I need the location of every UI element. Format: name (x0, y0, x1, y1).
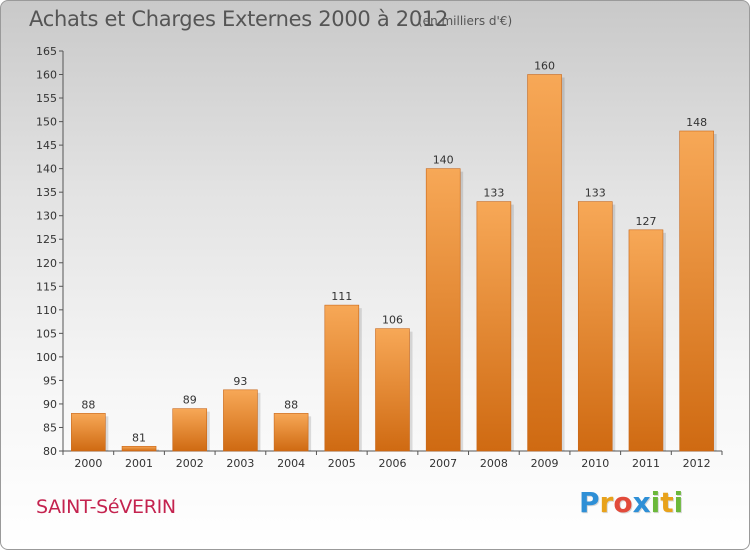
x-tick-label: 2008 (480, 457, 508, 470)
x-tick-label: 2004 (277, 457, 305, 470)
bar (324, 304, 360, 452)
y-tick-label: 145 (36, 139, 57, 152)
bar (628, 229, 664, 452)
bar-value-label: 81 (132, 431, 146, 444)
y-tick-label: 135 (36, 186, 57, 199)
commune-name: SAINT-SéVERIN (36, 496, 176, 518)
bar (577, 201, 613, 452)
bar-value-label: 148 (686, 116, 707, 129)
logo-letter: i (673, 486, 684, 519)
bar-value-label: 133 (585, 187, 606, 200)
logo-letter: P (579, 486, 600, 519)
bar (679, 130, 714, 452)
chart-title: Achats et Charges Externes 2000 à 2012 (29, 7, 449, 31)
chart-axes: 80 85 90 95 100 105 110 115 120 125 130 135 140 145 15… (36, 45, 723, 470)
logo-letter: o (613, 486, 633, 519)
bar-value-label: 140 (433, 154, 454, 167)
y-tick-label: 85 (43, 421, 57, 434)
bar-value-label: 88 (284, 398, 298, 411)
bar (273, 413, 309, 452)
y-tick-label: 100 (36, 351, 57, 364)
x-tick-label: 2002 (176, 457, 204, 470)
y-tick-label: 80 (43, 445, 57, 458)
logo-letter: r (599, 486, 614, 519)
y-tick-label: 160 (36, 69, 57, 82)
chart-data-labels: 88 81 89 93 88 111 106 140 133 160 133 127 148 (81, 60, 707, 445)
chart-unit: (en milliers d'€) (418, 14, 513, 28)
x-tick-label: 2000 (74, 457, 102, 470)
bar-value-label: 127 (635, 215, 656, 228)
x-tick-label: 2012 (683, 457, 711, 470)
y-tick-label: 90 (43, 398, 57, 411)
y-tick-label: 95 (43, 374, 57, 387)
x-tick-label: 2005 (328, 457, 356, 470)
bar-value-label: 89 (183, 394, 197, 407)
y-tick-label: 130 (36, 210, 57, 223)
y-tick-label: 150 (36, 116, 57, 129)
y-tick-label: 115 (36, 280, 57, 293)
x-tick-label: 2001 (125, 457, 153, 470)
x-tick-label: 2010 (581, 457, 609, 470)
bar (375, 328, 410, 452)
x-tick-label: 2003 (226, 457, 254, 470)
y-tick-label: 165 (36, 45, 57, 58)
y-tick-label: 110 (36, 304, 57, 317)
y-tick-label: 125 (36, 233, 57, 246)
x-tick-label: 2009 (531, 457, 559, 470)
bar (71, 413, 106, 452)
y-tick-label: 120 (36, 257, 57, 270)
chart-bars (71, 74, 717, 452)
y-tick-label: 105 (36, 327, 57, 340)
bar (425, 168, 461, 452)
bar (476, 201, 512, 452)
proxiti-logo[interactable]: Proxiti (579, 486, 683, 519)
bar (527, 74, 562, 452)
x-tick-label: 2006 (379, 457, 407, 470)
bar-value-label: 88 (81, 398, 95, 411)
logo-letter: x (632, 486, 651, 519)
logo-letter: i (650, 486, 661, 519)
bar (172, 408, 208, 452)
bar (223, 389, 258, 452)
y-tick-label: 140 (36, 163, 57, 176)
logo-letter: t (660, 486, 674, 519)
bar-value-label: 133 (483, 187, 504, 200)
bar-value-label: 93 (233, 375, 247, 388)
bar (121, 445, 157, 452)
bar-value-label: 160 (534, 60, 555, 73)
bar-value-label: 106 (382, 314, 403, 327)
y-tick-label: 155 (36, 92, 57, 105)
x-tick-label: 2007 (429, 457, 457, 470)
bar-value-label: 111 (331, 290, 352, 303)
x-tick-label: 2011 (632, 457, 660, 470)
